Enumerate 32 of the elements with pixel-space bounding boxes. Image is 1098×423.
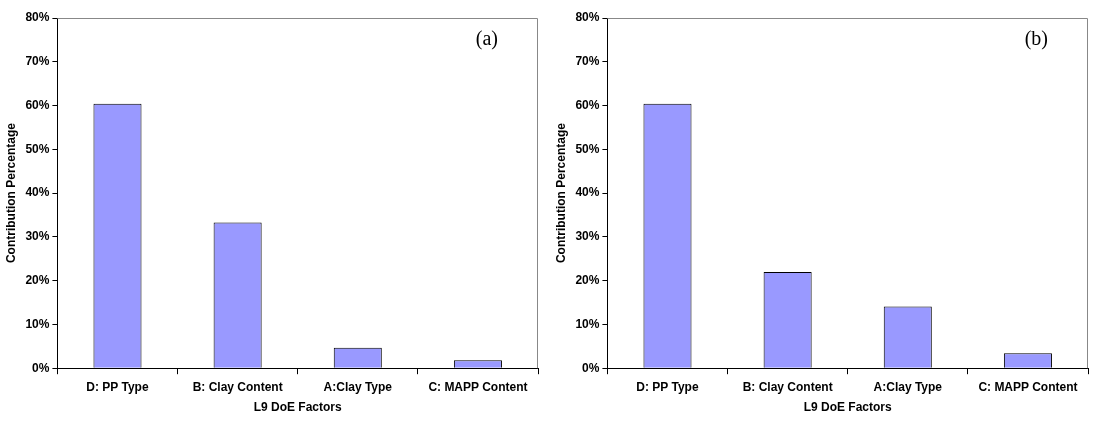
x-axis-title: L9 DoE Factors: [253, 400, 343, 415]
y-tick-label: 50%: [575, 141, 600, 156]
y-tick-label: 30%: [575, 229, 600, 244]
y-tick-label: 40%: [25, 185, 50, 200]
y-tick-label: 80%: [25, 10, 50, 25]
x-axis-title: L9 DoE Factors: [803, 400, 893, 415]
y-tick-label: 70%: [25, 54, 50, 69]
y-tick-label: 60%: [25, 97, 50, 112]
y-tick-label: 20%: [25, 272, 50, 287]
y-tick-label: 70%: [575, 54, 600, 69]
annotation: (a): [475, 27, 498, 51]
x-tick-label: D: PP Type: [636, 379, 699, 394]
y-tick-label: 0%: [582, 360, 600, 375]
y-tick-label: 10%: [25, 316, 50, 331]
y-tick-label: 50%: [25, 141, 50, 156]
annotation: (b): [1024, 27, 1048, 51]
x-tick-label: A:Clay Type: [323, 379, 393, 394]
y-tick-label: 10%: [575, 316, 600, 331]
y-axis-title: Contribution Percentage: [553, 122, 568, 264]
x-tick-label: D: PP Type: [86, 379, 149, 394]
x-tick-label: A:Clay Type: [873, 379, 943, 394]
y-tick-label: 80%: [575, 10, 600, 25]
y-tick-label: 20%: [575, 272, 600, 287]
y-tick-label: 0%: [32, 360, 50, 375]
x-tick-label: B: Clay Content: [192, 379, 283, 394]
y-tick-label: 30%: [25, 229, 50, 244]
y-axis-title: Contribution Percentage: [3, 122, 18, 264]
x-tick-label: C: MAPP Content: [428, 379, 528, 394]
y-tick-label: 60%: [575, 97, 600, 112]
x-tick-label: C: MAPP Content: [978, 379, 1078, 394]
x-tick-label: B: Clay Content: [742, 379, 833, 394]
y-tick-label: 40%: [575, 185, 600, 200]
